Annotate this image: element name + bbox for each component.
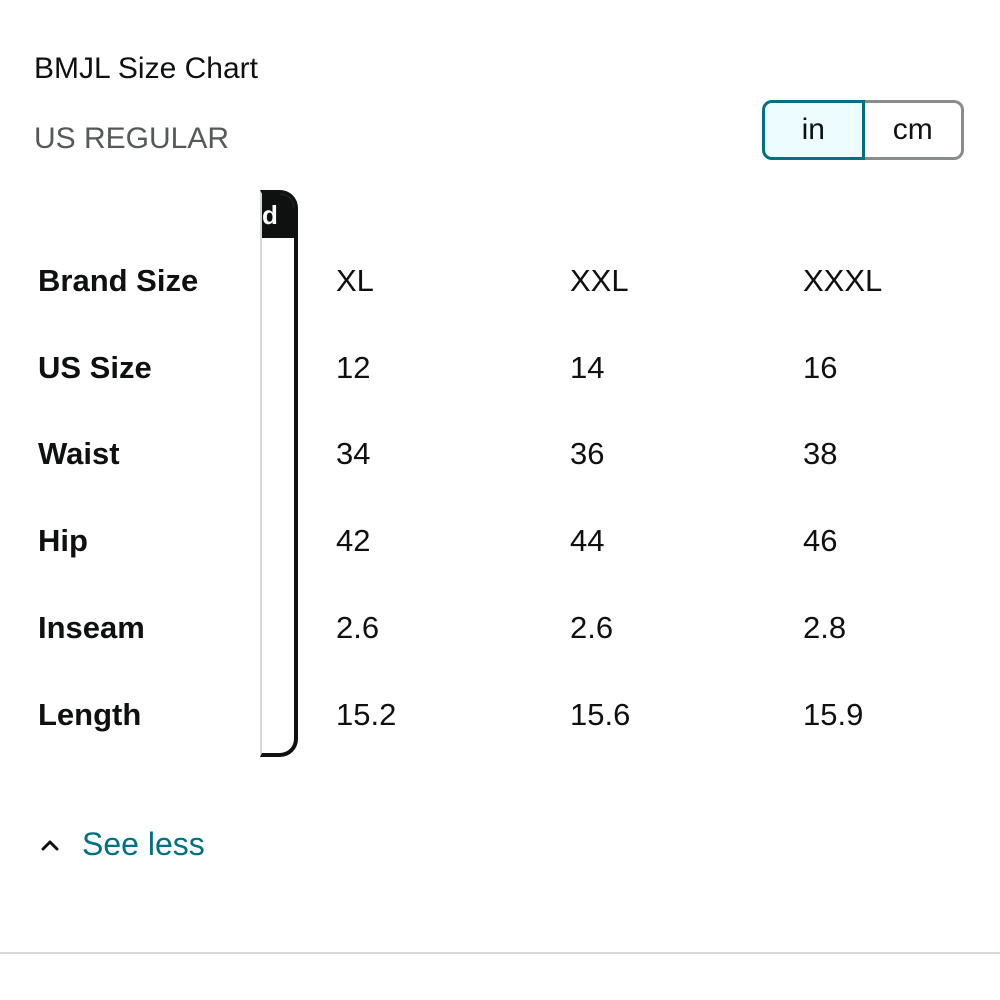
unit-toggle: in cm [762,100,964,160]
row-label-brand-size: Brand Size [38,263,199,298]
row-label-inseam: Inseam [38,610,145,645]
table-cell: 15.2 [336,697,397,732]
table-cell: 44 [570,523,605,558]
row-label-length: Length [38,697,142,732]
table-cell: 2.8 [803,610,847,645]
unit-cm-button[interactable]: cm [864,100,964,160]
size-region-label: US REGULAR [34,122,230,155]
bottom-divider [0,952,1000,954]
table-cell: XL [336,263,374,298]
sticky-column-header-text: d [262,200,278,230]
row-label-hip: Hip [38,523,88,558]
sticky-column-header: d [262,194,294,238]
table-cell: 15.9 [803,697,864,732]
table-cell: 12 [336,350,371,385]
table-cell: 42 [336,523,371,558]
table-cell: 15.6 [570,697,631,732]
chevron-up-icon [38,833,62,857]
unit-in-button[interactable]: in [762,100,865,160]
row-label-us-size: US Size [38,350,152,385]
table-cell: 2.6 [336,610,380,645]
table-cell: XXL [570,263,629,298]
sticky-column-divider: d [260,190,298,757]
row-label-waist: Waist [38,436,120,471]
see-less-label: See less [82,826,205,862]
table-cell: 38 [803,436,838,471]
table-cell: 16 [803,350,838,385]
table-cell: 2.6 [570,610,614,645]
table-cell: 34 [336,436,371,471]
see-less-toggle[interactable]: See less [38,826,205,863]
table-cell: 36 [570,436,605,471]
table-cell: 46 [803,523,838,558]
table-cell: XXXL [803,263,883,298]
table-cell: 14 [570,350,605,385]
size-chart-title: BMJL Size Chart [34,52,258,85]
